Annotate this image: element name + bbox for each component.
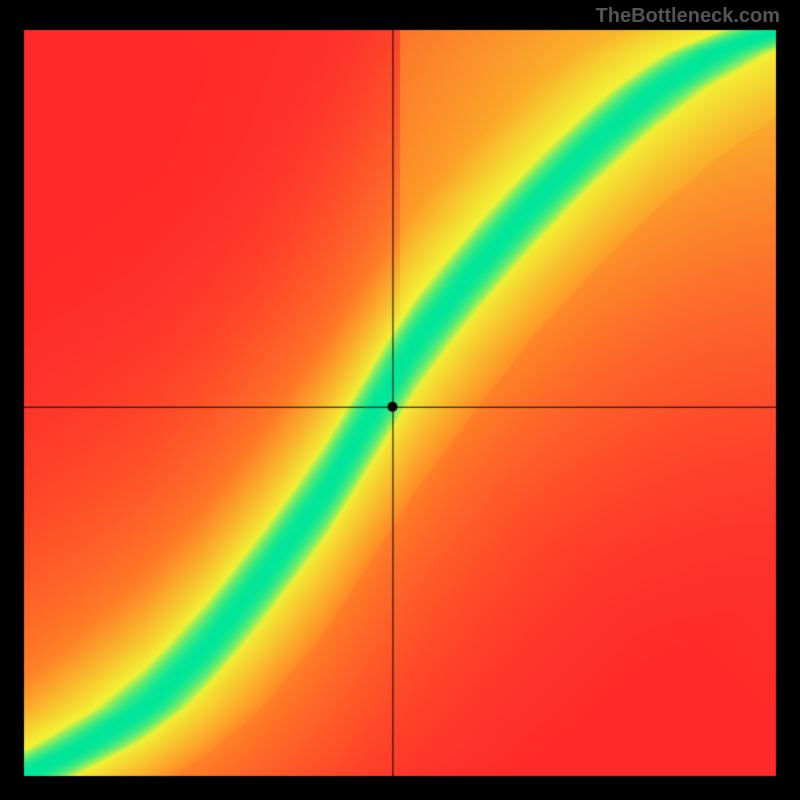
heatmap-canvas bbox=[0, 0, 800, 800]
watermark-text: TheBottleneck.com bbox=[596, 5, 780, 28]
chart-container: TheBottleneck.com bbox=[0, 0, 800, 800]
